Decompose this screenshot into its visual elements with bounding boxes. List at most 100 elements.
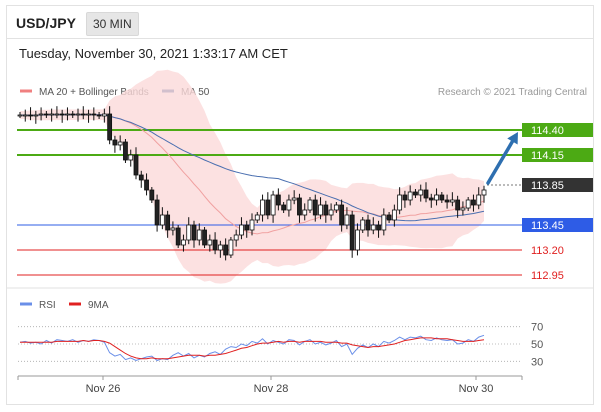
- candle-body: [476, 194, 482, 206]
- candle-body: [112, 139, 118, 146]
- level-tag-3: [522, 218, 593, 232]
- candle-body: [96, 114, 102, 117]
- level-tag-2: [522, 148, 593, 162]
- candle-body: [154, 199, 160, 226]
- symbol-label: USD/JPY: [16, 15, 76, 31]
- candle-body: [49, 113, 55, 116]
- candle-body: [481, 189, 487, 196]
- chart-header: USD/JPY 30 MIN: [6, 5, 594, 39]
- candle-body: [207, 239, 213, 246]
- candle-body: [455, 199, 461, 211]
- candle-body: [439, 194, 445, 201]
- rsi-legend-swatch: [20, 302, 32, 306]
- candle-body: [239, 224, 244, 236]
- last-price-tag: [522, 178, 593, 192]
- last-price-label: 113.85: [531, 180, 564, 192]
- rsi-tick-30: 30: [531, 356, 543, 368]
- candle-body: [291, 197, 297, 201]
- candle-body: [270, 194, 276, 216]
- target-arrow-head: [507, 132, 518, 145]
- candle-body: [381, 214, 387, 231]
- level-label-5: 112.95: [531, 270, 564, 282]
- candle-body: [407, 191, 413, 201]
- candle-body: [59, 113, 65, 116]
- candle-body: [397, 194, 403, 211]
- candle-body: [149, 189, 155, 201]
- candle-body: [444, 199, 450, 203]
- candle-body: [38, 113, 44, 116]
- candle-body: [159, 214, 165, 226]
- candle-body: [212, 239, 218, 251]
- candle-body: [360, 219, 366, 231]
- candle-body: [133, 154, 139, 176]
- timeframe-badge[interactable]: 30 MIN: [86, 12, 139, 36]
- level-label-4: 113.20: [531, 245, 564, 257]
- candle-body: [418, 189, 424, 196]
- candle-body: [86, 113, 91, 116]
- candle-body: [265, 199, 271, 216]
- candle-body: [43, 113, 49, 116]
- candle-body: [191, 224, 197, 241]
- candle-body: [355, 229, 360, 251]
- candle-body: [318, 204, 323, 216]
- candle-body: [91, 113, 97, 116]
- x-tick-label-2: Nov 28: [254, 383, 289, 395]
- candle-body: [370, 224, 376, 231]
- candle-body: [402, 194, 408, 201]
- rsi-tick-50: 50: [531, 339, 543, 351]
- candle-body: [471, 199, 476, 206]
- candle-body: [312, 199, 318, 216]
- bollinger-legend-label: MA 20 + Bollinger Bands: [39, 87, 149, 98]
- level-tag-1: [522, 123, 593, 137]
- candle-body: [223, 244, 229, 256]
- candle-body: [181, 239, 186, 246]
- candle-body: [302, 209, 308, 216]
- candle-body: [144, 179, 149, 191]
- candle-body: [165, 214, 171, 231]
- candle-body: [344, 214, 350, 226]
- x-tick-label-1: Nov 26: [86, 383, 121, 395]
- candle-body: [260, 199, 265, 216]
- candle-body: [107, 113, 113, 141]
- candle-body: [175, 227, 181, 246]
- datetime-label: Tuesday, November 30, 2021 1:33:17 AM CE…: [19, 46, 288, 61]
- x-axis: Nov 26 Nov 28 Nov 30: [86, 376, 493, 395]
- candle-body: [376, 224, 381, 231]
- level-label-2: 114.15: [531, 150, 564, 162]
- ma9-legend-label: 9MA: [88, 300, 109, 311]
- main-plot: 114.40 114.15 113.45 113.20 112.95 113.85: [17, 69, 593, 284]
- candle-body: [339, 204, 345, 226]
- candle-body: [228, 239, 234, 256]
- candle-body: [28, 114, 33, 117]
- bollinger-legend-swatch: [20, 89, 32, 93]
- candle-body: [328, 209, 334, 216]
- candle-body: [349, 214, 355, 251]
- candle-body: [186, 224, 192, 241]
- candle-body: [275, 194, 281, 206]
- candle-body: [449, 199, 455, 203]
- candle-body: [22, 114, 28, 117]
- rsi-series-9ma: [20, 337, 485, 360]
- candle-body: [123, 141, 128, 161]
- candle-body: [75, 113, 81, 116]
- candle-body: [170, 227, 176, 231]
- candle-body: [386, 214, 392, 221]
- level-label-1: 114.40: [531, 125, 564, 137]
- candle-body: [65, 113, 70, 116]
- ma9-legend-swatch: [69, 302, 81, 306]
- candle-body: [423, 189, 429, 199]
- candle-body: [307, 199, 313, 211]
- candle-body: [323, 204, 329, 216]
- candle-body: [101, 113, 107, 117]
- candle-body: [281, 204, 287, 211]
- candle-body: [128, 154, 134, 161]
- candle-body: [254, 214, 260, 221]
- candle-body: [365, 219, 371, 231]
- candle-body: [244, 224, 250, 231]
- ma50-legend-label: MA 50: [181, 87, 210, 98]
- bollinger-band-area: [20, 69, 484, 284]
- candle-body: [286, 199, 292, 211]
- candle-body: [80, 113, 86, 116]
- candle-body: [413, 191, 418, 196]
